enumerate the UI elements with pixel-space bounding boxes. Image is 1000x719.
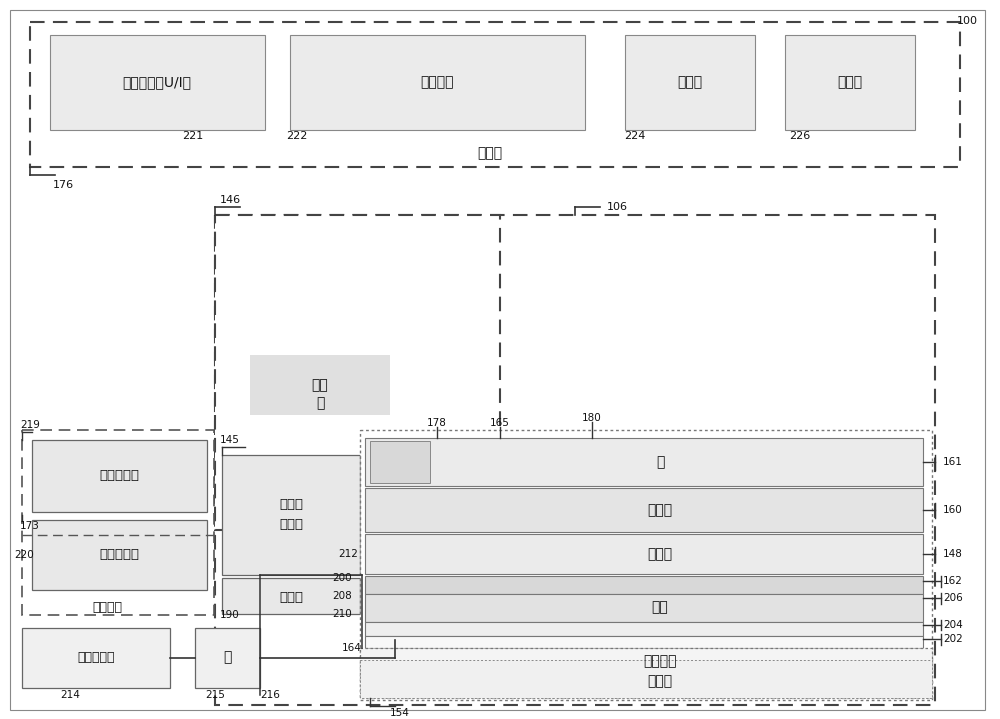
Bar [360, 648, 932, 697]
Text: 165: 165 [490, 418, 510, 428]
Text: 通信接口: 通信接口 [420, 75, 454, 89]
Bar [32, 520, 207, 590]
Text: 区: 区 [316, 395, 324, 410]
Text: 160: 160 [943, 505, 963, 515]
Text: 212: 212 [338, 549, 358, 559]
Text: 阀驱动组件: 阀驱动组件 [99, 548, 139, 562]
Bar [222, 577, 360, 614]
Text: 用户界面（U/I）: 用户界面（U/I） [122, 75, 192, 89]
Text: 219: 219 [20, 420, 40, 430]
Text: 148: 148 [943, 549, 963, 559]
Bar [222, 454, 360, 574]
Text: 215: 215 [205, 690, 225, 700]
Text: 154: 154 [390, 707, 410, 718]
Text: 106: 106 [607, 202, 628, 212]
Text: 222: 222 [286, 131, 308, 141]
Bar [365, 576, 923, 594]
Text: 176: 176 [53, 180, 74, 190]
Text: 100: 100 [957, 16, 978, 26]
Text: 210: 210 [332, 609, 352, 618]
Text: 178: 178 [427, 418, 447, 428]
Bar [50, 35, 265, 130]
Bar [625, 35, 755, 130]
Text: 处理器: 处理器 [677, 75, 703, 89]
Text: 载物台: 载物台 [279, 591, 303, 604]
Text: 162: 162 [943, 576, 963, 586]
Text: 废物储存器: 废物储存器 [77, 651, 115, 664]
Bar [365, 594, 923, 622]
Text: 泵驱动组件: 泵驱动组件 [99, 470, 139, 482]
Bar [365, 622, 923, 636]
Text: 208: 208 [332, 591, 352, 600]
Text: 成像系统: 成像系统 [643, 655, 677, 669]
Text: 224: 224 [624, 131, 646, 141]
Bar [365, 533, 923, 574]
Bar [365, 438, 923, 486]
Text: 工作: 工作 [312, 377, 328, 392]
Text: 220: 220 [14, 550, 34, 559]
Bar [785, 35, 915, 130]
Text: 214: 214 [60, 690, 80, 700]
Text: 202: 202 [943, 633, 963, 644]
Text: 分析器: 分析器 [647, 674, 673, 689]
Text: 164: 164 [342, 643, 362, 653]
Text: 基板: 基板 [652, 600, 668, 615]
Text: 161: 161 [943, 457, 963, 467]
Bar [365, 487, 923, 532]
Bar [215, 215, 935, 705]
Bar [360, 659, 932, 697]
Text: 146: 146 [220, 195, 241, 205]
Text: 分配器: 分配器 [279, 518, 303, 531]
Bar [30, 22, 960, 167]
Bar [250, 354, 390, 415]
Text: 221: 221 [182, 131, 204, 141]
Bar [360, 430, 932, 700]
Text: 226: 226 [789, 131, 811, 141]
Bar [22, 628, 170, 687]
Bar [370, 441, 430, 482]
Text: 145: 145 [220, 435, 240, 445]
Text: 173: 173 [20, 521, 40, 531]
Text: 板容座: 板容座 [647, 503, 673, 517]
Text: 接触式: 接触式 [279, 498, 303, 511]
Text: 190: 190 [220, 610, 240, 620]
Text: 存储器: 存储器 [837, 75, 863, 89]
Bar [22, 430, 214, 615]
Text: 180: 180 [582, 413, 602, 423]
Bar [32, 440, 207, 512]
Text: 泵: 泵 [223, 651, 231, 664]
Text: 板: 板 [656, 454, 664, 469]
Text: 载物台: 载物台 [647, 546, 673, 561]
Text: 216: 216 [260, 690, 280, 700]
Bar [290, 35, 585, 130]
Text: 206: 206 [943, 592, 963, 603]
Text: 控制器: 控制器 [477, 146, 503, 160]
Bar [215, 215, 500, 530]
Bar [365, 636, 923, 648]
Text: 驱动组件: 驱动组件 [92, 601, 122, 614]
Text: 204: 204 [943, 620, 963, 630]
Text: 200: 200 [332, 573, 352, 582]
Bar [195, 628, 260, 687]
